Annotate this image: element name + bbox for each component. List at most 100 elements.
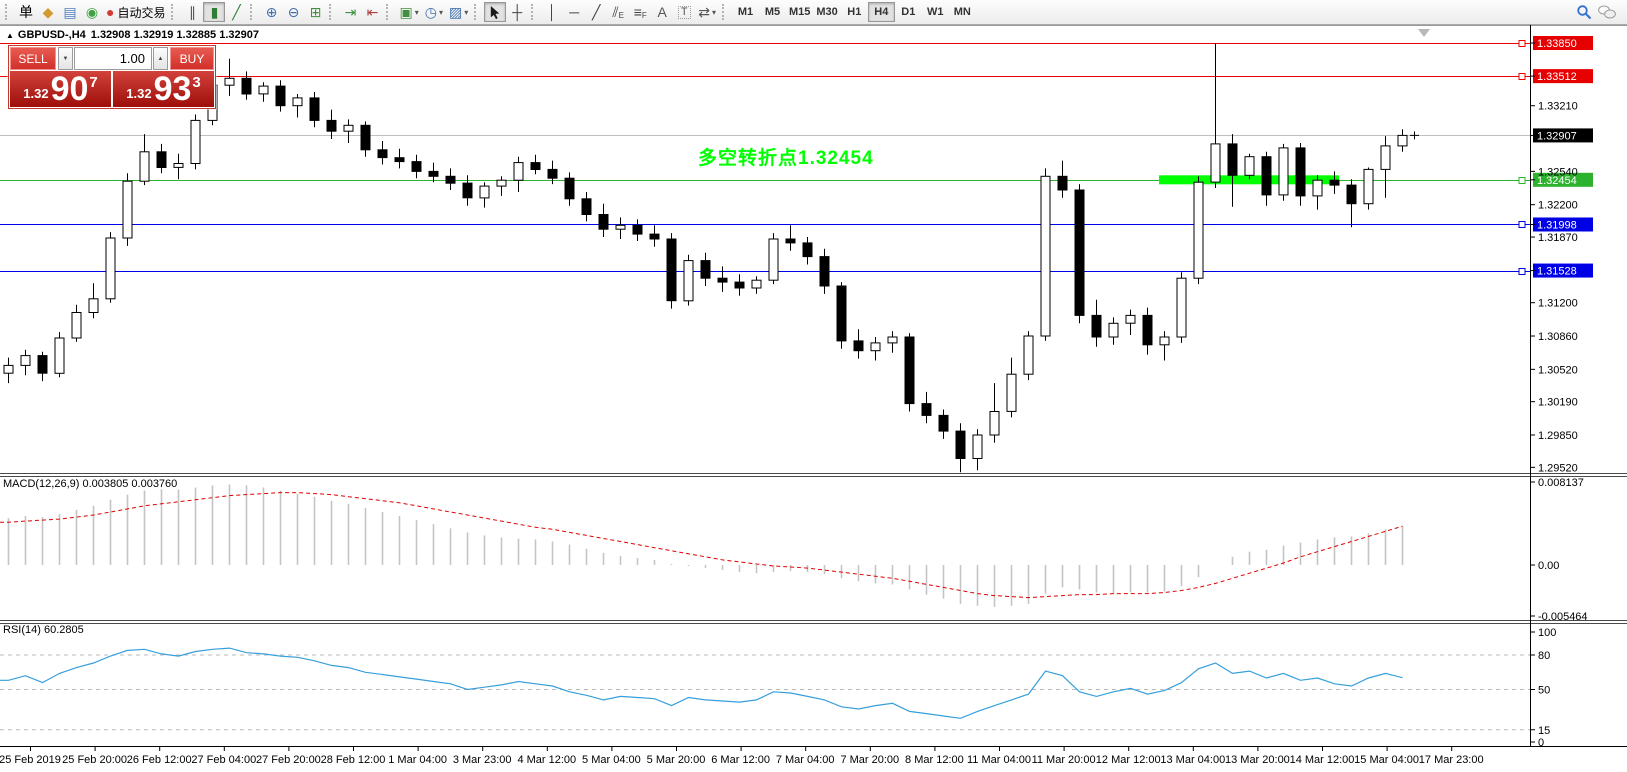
svg-text:0.008137: 0.008137 xyxy=(1538,477,1584,489)
line-handle xyxy=(1518,268,1526,275)
periods-button[interactable]: ◷ ▾ xyxy=(422,2,446,22)
text-button[interactable]: A xyxy=(651,2,673,22)
candlestick-chart-button[interactable]: ▮ xyxy=(203,2,226,22)
svg-text:1.30190: 1.30190 xyxy=(1538,397,1578,409)
candle-bullish xyxy=(513,162,524,181)
fibonacci-button[interactable]: ≡ F xyxy=(629,2,651,22)
horizontal-line-button[interactable]: ─ xyxy=(563,2,585,22)
timeframe-m5-button[interactable]: M5 xyxy=(759,2,786,22)
time-axis[interactable] xyxy=(30,747,1453,751)
svg-text:14 Mar 12:00: 14 Mar 12:00 xyxy=(1290,754,1355,766)
candle-bearish xyxy=(1227,143,1238,176)
volume-decrease-button[interactable]: ▼ xyxy=(58,47,73,70)
svg-text:50: 50 xyxy=(1538,685,1550,697)
toolbar-grip xyxy=(5,4,10,20)
autotrading-button[interactable]: ● 自动交易 xyxy=(103,2,168,22)
timeframe-m1-button[interactable]: M1 xyxy=(732,2,759,22)
timeframe-d1-button[interactable]: D1 xyxy=(895,2,922,22)
volume-input[interactable]: 1.00 xyxy=(74,47,152,70)
candle-bullish xyxy=(615,224,626,230)
buy-price-pip: 3 xyxy=(192,73,201,91)
svg-text:5 Mar 20:00: 5 Mar 20:00 xyxy=(647,754,706,766)
chat-button[interactable] xyxy=(1595,2,1619,22)
candle-bullish xyxy=(1023,335,1034,375)
candle-bullish xyxy=(343,124,354,132)
candle-bullish xyxy=(972,434,983,459)
timeframe-m30-button[interactable]: M30 xyxy=(813,2,840,22)
crosshair-button[interactable]: ┼ xyxy=(506,2,528,22)
trendline-button[interactable]: ╱ xyxy=(585,2,607,22)
svg-text:1.31870: 1.31870 xyxy=(1538,232,1578,244)
text-label-button[interactable]: T xyxy=(673,2,695,22)
candle-bullish xyxy=(1108,322,1119,338)
chart-shift-marker xyxy=(1418,29,1430,37)
svg-text:25 Feb 2019: 25 Feb 2019 xyxy=(0,754,61,766)
timeframe-h1-button[interactable]: H1 xyxy=(841,2,868,22)
svg-text:12 Mar 12:00: 12 Mar 12:00 xyxy=(1096,754,1161,766)
templates-button[interactable]: ▨ ▾ xyxy=(446,2,471,22)
candle-bearish xyxy=(1091,314,1102,338)
market-watch-icon[interactable]: ◆ xyxy=(37,2,59,22)
turning-point-annotation[interactable]: 多空转折点1.32454 xyxy=(698,148,874,169)
timeframe-m15-button[interactable]: M15 xyxy=(786,2,813,22)
timeframe-h4-button[interactable]: H4 xyxy=(867,2,895,22)
svg-text:15 Mar 04:00: 15 Mar 04:00 xyxy=(1354,754,1419,766)
candle-bullish xyxy=(173,163,184,168)
arrows-button[interactable]: ⇄ ▾ xyxy=(695,2,719,22)
candle-bearish xyxy=(547,168,558,179)
tile-windows-button[interactable]: ⊞ xyxy=(304,2,326,22)
one-click-collapse-icon[interactable]: ▲ xyxy=(6,31,14,40)
auto-scroll-button[interactable]: ⇥ xyxy=(339,2,361,22)
candle-bullish xyxy=(224,77,235,86)
svg-text:26 Feb 12:00: 26 Feb 12:00 xyxy=(127,754,192,766)
toolbar-grip xyxy=(721,4,727,20)
bar-chart-button[interactable]: ∥ xyxy=(181,2,203,22)
sell-button[interactable]: SELL xyxy=(10,47,56,70)
timeframe-mn-button[interactable]: MN xyxy=(949,2,976,22)
search-button[interactable] xyxy=(1573,2,1595,22)
price-axis[interactable] xyxy=(1533,36,1593,278)
candle-bullish xyxy=(1193,181,1204,279)
candle-bearish xyxy=(1261,156,1272,196)
svg-text:1.32907: 1.32907 xyxy=(1537,130,1577,142)
equidistant-channel-button[interactable]: ⫽ E xyxy=(607,2,629,22)
svg-text:1.33512: 1.33512 xyxy=(1537,71,1577,83)
zoom-in-button[interactable]: ⊕ xyxy=(260,2,282,22)
line-chart-button[interactable]: ╱ xyxy=(225,2,247,22)
candle-bearish xyxy=(904,336,915,405)
candle-bullish xyxy=(1278,147,1289,196)
svg-text:28 Feb 12:00: 28 Feb 12:00 xyxy=(321,754,386,766)
new-chart-button[interactable]: ▣ ▾ xyxy=(396,2,421,22)
cursor-button[interactable] xyxy=(484,2,507,22)
sell-price-pip: 7 xyxy=(89,73,98,91)
data-window-icon[interactable]: ▤ xyxy=(59,2,81,22)
buy-button[interactable]: BUY xyxy=(170,47,214,70)
candle-bearish xyxy=(1057,175,1068,191)
candle-bearish xyxy=(700,260,711,279)
signals-icon[interactable]: ◉ xyxy=(81,2,103,22)
candle-bearish xyxy=(275,85,286,107)
vertical-line-button[interactable]: │ xyxy=(541,2,563,22)
svg-text:4 Mar 12:00: 4 Mar 12:00 xyxy=(517,754,576,766)
candle-bullish xyxy=(1244,156,1255,176)
candle-bearish xyxy=(938,414,949,432)
new-order-button[interactable]: 单 xyxy=(15,2,37,22)
timeframe-w1-button[interactable]: W1 xyxy=(922,2,949,22)
toolbar-grip xyxy=(386,4,391,20)
volume-spinner: ▼ 1.00 ▲ xyxy=(58,47,168,70)
zoom-out-button[interactable]: ⊖ xyxy=(282,2,304,22)
chart-title: ▲ GBPUSD-,H4 1.32908 1.32919 1.32885 1.329… xyxy=(6,29,264,41)
candle-bullish xyxy=(54,337,65,374)
turning-point-bar[interactable] xyxy=(1159,175,1339,185)
price-line-label xyxy=(1533,128,1593,143)
svg-text:6 Mar 12:00: 6 Mar 12:00 xyxy=(711,754,770,766)
candle-bullish xyxy=(292,97,303,107)
chart-shift-button[interactable]: ⇤ xyxy=(361,2,383,22)
sell-price-display[interactable]: 1.32 90 7 xyxy=(10,71,111,107)
candle-bullish xyxy=(20,355,31,366)
sell-price-main: 90 xyxy=(50,70,89,108)
toolbar-grip xyxy=(329,4,334,20)
buy-price-main: 93 xyxy=(153,70,192,108)
buy-price-display[interactable]: 1.32 93 3 xyxy=(113,71,214,107)
volume-increase-button[interactable]: ▲ xyxy=(153,47,168,70)
